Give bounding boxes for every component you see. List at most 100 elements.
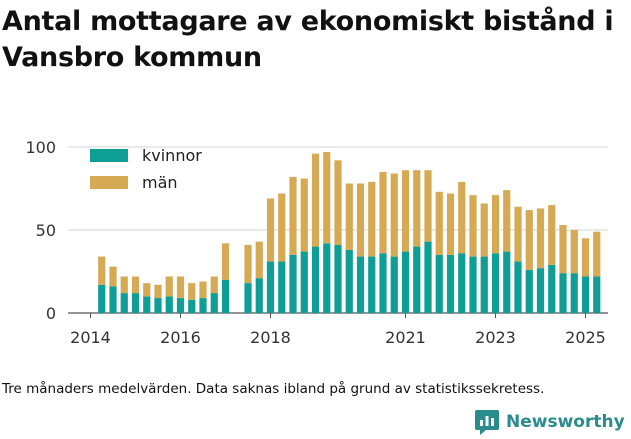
bar-kvinnor: [176, 298, 185, 313]
bar-man: [98, 256, 106, 285]
bar-kvinnor: [435, 254, 443, 313]
bar-kvinnor: [401, 251, 410, 313]
bar-kvinnor: [334, 244, 342, 313]
bar-man: [143, 283, 151, 297]
bar-man: [514, 206, 522, 262]
bar-kvinnor: [165, 296, 173, 313]
bar-kvinnor: [323, 243, 331, 313]
bar-man: [255, 241, 263, 279]
bar-kvinnor: [503, 251, 511, 313]
bar-man: [536, 208, 545, 269]
bar-kvinnor: [109, 286, 117, 313]
x-tick-label: 2023: [475, 328, 516, 347]
y-tick-label: 50: [36, 221, 56, 240]
x-tick-label: 2018: [250, 328, 291, 347]
bar-kvinnor: [120, 293, 128, 313]
bar-kvinnor: [458, 253, 466, 313]
bar-kvinnor: [413, 246, 421, 313]
bar-man: [390, 173, 398, 257]
bar-kvinnor: [446, 254, 455, 313]
legend-swatch-kvinnor: [90, 149, 128, 162]
bar-kvinnor: [188, 299, 196, 313]
bar-man: [401, 170, 410, 252]
bar-kvinnor: [278, 261, 286, 313]
bar-kvinnor: [131, 293, 140, 313]
bar-kvinnor: [311, 246, 320, 313]
legend-swatch-man: [90, 176, 128, 189]
bar-kvinnor: [514, 261, 522, 313]
bar-man: [548, 205, 556, 265]
brand-name: Newsworthy: [506, 412, 625, 432]
bar-man: [165, 276, 173, 297]
bar-kvinnor: [368, 256, 376, 313]
bar-kvinnor: [199, 298, 207, 313]
bar-man: [199, 281, 207, 299]
y-tick-label: 100: [25, 138, 56, 157]
bar-man: [581, 238, 590, 277]
bar-man: [368, 181, 376, 257]
bar-man: [221, 243, 230, 280]
bar-man: [424, 170, 432, 242]
bar-man: [109, 266, 117, 287]
bar-kvinnor: [221, 279, 230, 313]
bar-kvinnor: [266, 261, 275, 313]
legend-label: kvinnor: [142, 146, 202, 165]
bar-man: [323, 151, 331, 244]
bar-man: [503, 190, 511, 252]
bar-kvinnor: [379, 253, 387, 313]
bar-man: [413, 170, 421, 247]
bar-man: [131, 276, 140, 294]
bar-group: [98, 151, 601, 313]
bar-man: [446, 193, 455, 255]
bar-kvinnor: [289, 254, 297, 313]
bar-kvinnor: [491, 253, 500, 313]
bar-man: [334, 160, 342, 245]
bar-man: [154, 284, 162, 299]
bar-man: [278, 193, 286, 262]
bar-kvinnor: [390, 256, 398, 313]
bar-kvinnor: [525, 269, 533, 313]
bar-kvinnor: [469, 256, 477, 313]
bar-kvinnor: [255, 278, 263, 313]
bar-kvinnor: [548, 264, 556, 313]
bar-kvinnor: [593, 276, 601, 313]
bar-man: [570, 230, 578, 274]
bar-man: [266, 198, 275, 262]
bar-man: [435, 191, 443, 255]
bar-kvinnor: [210, 293, 218, 313]
bar-man: [311, 153, 320, 247]
bar-kvinnor: [536, 268, 545, 313]
chart-title: Antal mottagare av ekonomiskt bistånd i …: [2, 6, 614, 73]
brand-logo: Newsworthy: [474, 406, 625, 438]
bar-man: [300, 178, 308, 252]
legend-label: män: [142, 173, 178, 192]
bar-man: [379, 171, 387, 254]
bar-kvinnor: [480, 256, 488, 313]
bar-kvinnor: [154, 298, 162, 313]
bar-kvinnor: [424, 241, 432, 313]
bar-man: [469, 195, 477, 257]
bar-man: [188, 283, 196, 300]
bar-man: [356, 183, 365, 257]
bar-man: [480, 203, 488, 257]
x-tick-label: 2021: [385, 328, 426, 347]
newsworthy-logo-icon: [475, 410, 499, 435]
bar-kvinnor: [300, 251, 308, 313]
bar-man: [345, 183, 353, 250]
y-tick-label: 0: [46, 304, 56, 323]
y-axis: 0 50 100: [25, 138, 56, 323]
bar-man: [458, 181, 466, 254]
bar-man: [559, 225, 567, 274]
bar-kvinnor: [559, 273, 567, 313]
bar-kvinnor: [570, 273, 578, 313]
x-tick-label: 2014: [70, 328, 111, 347]
bar-kvinnor: [244, 283, 252, 313]
bar-kvinnor: [581, 276, 590, 313]
bar-man: [176, 276, 185, 299]
bar-man: [120, 276, 128, 294]
bar-kvinnor: [143, 296, 151, 313]
bar-man: [593, 231, 601, 277]
bar-man: [491, 195, 500, 254]
bar-kvinnor: [356, 256, 365, 313]
bar-man: [289, 176, 297, 255]
